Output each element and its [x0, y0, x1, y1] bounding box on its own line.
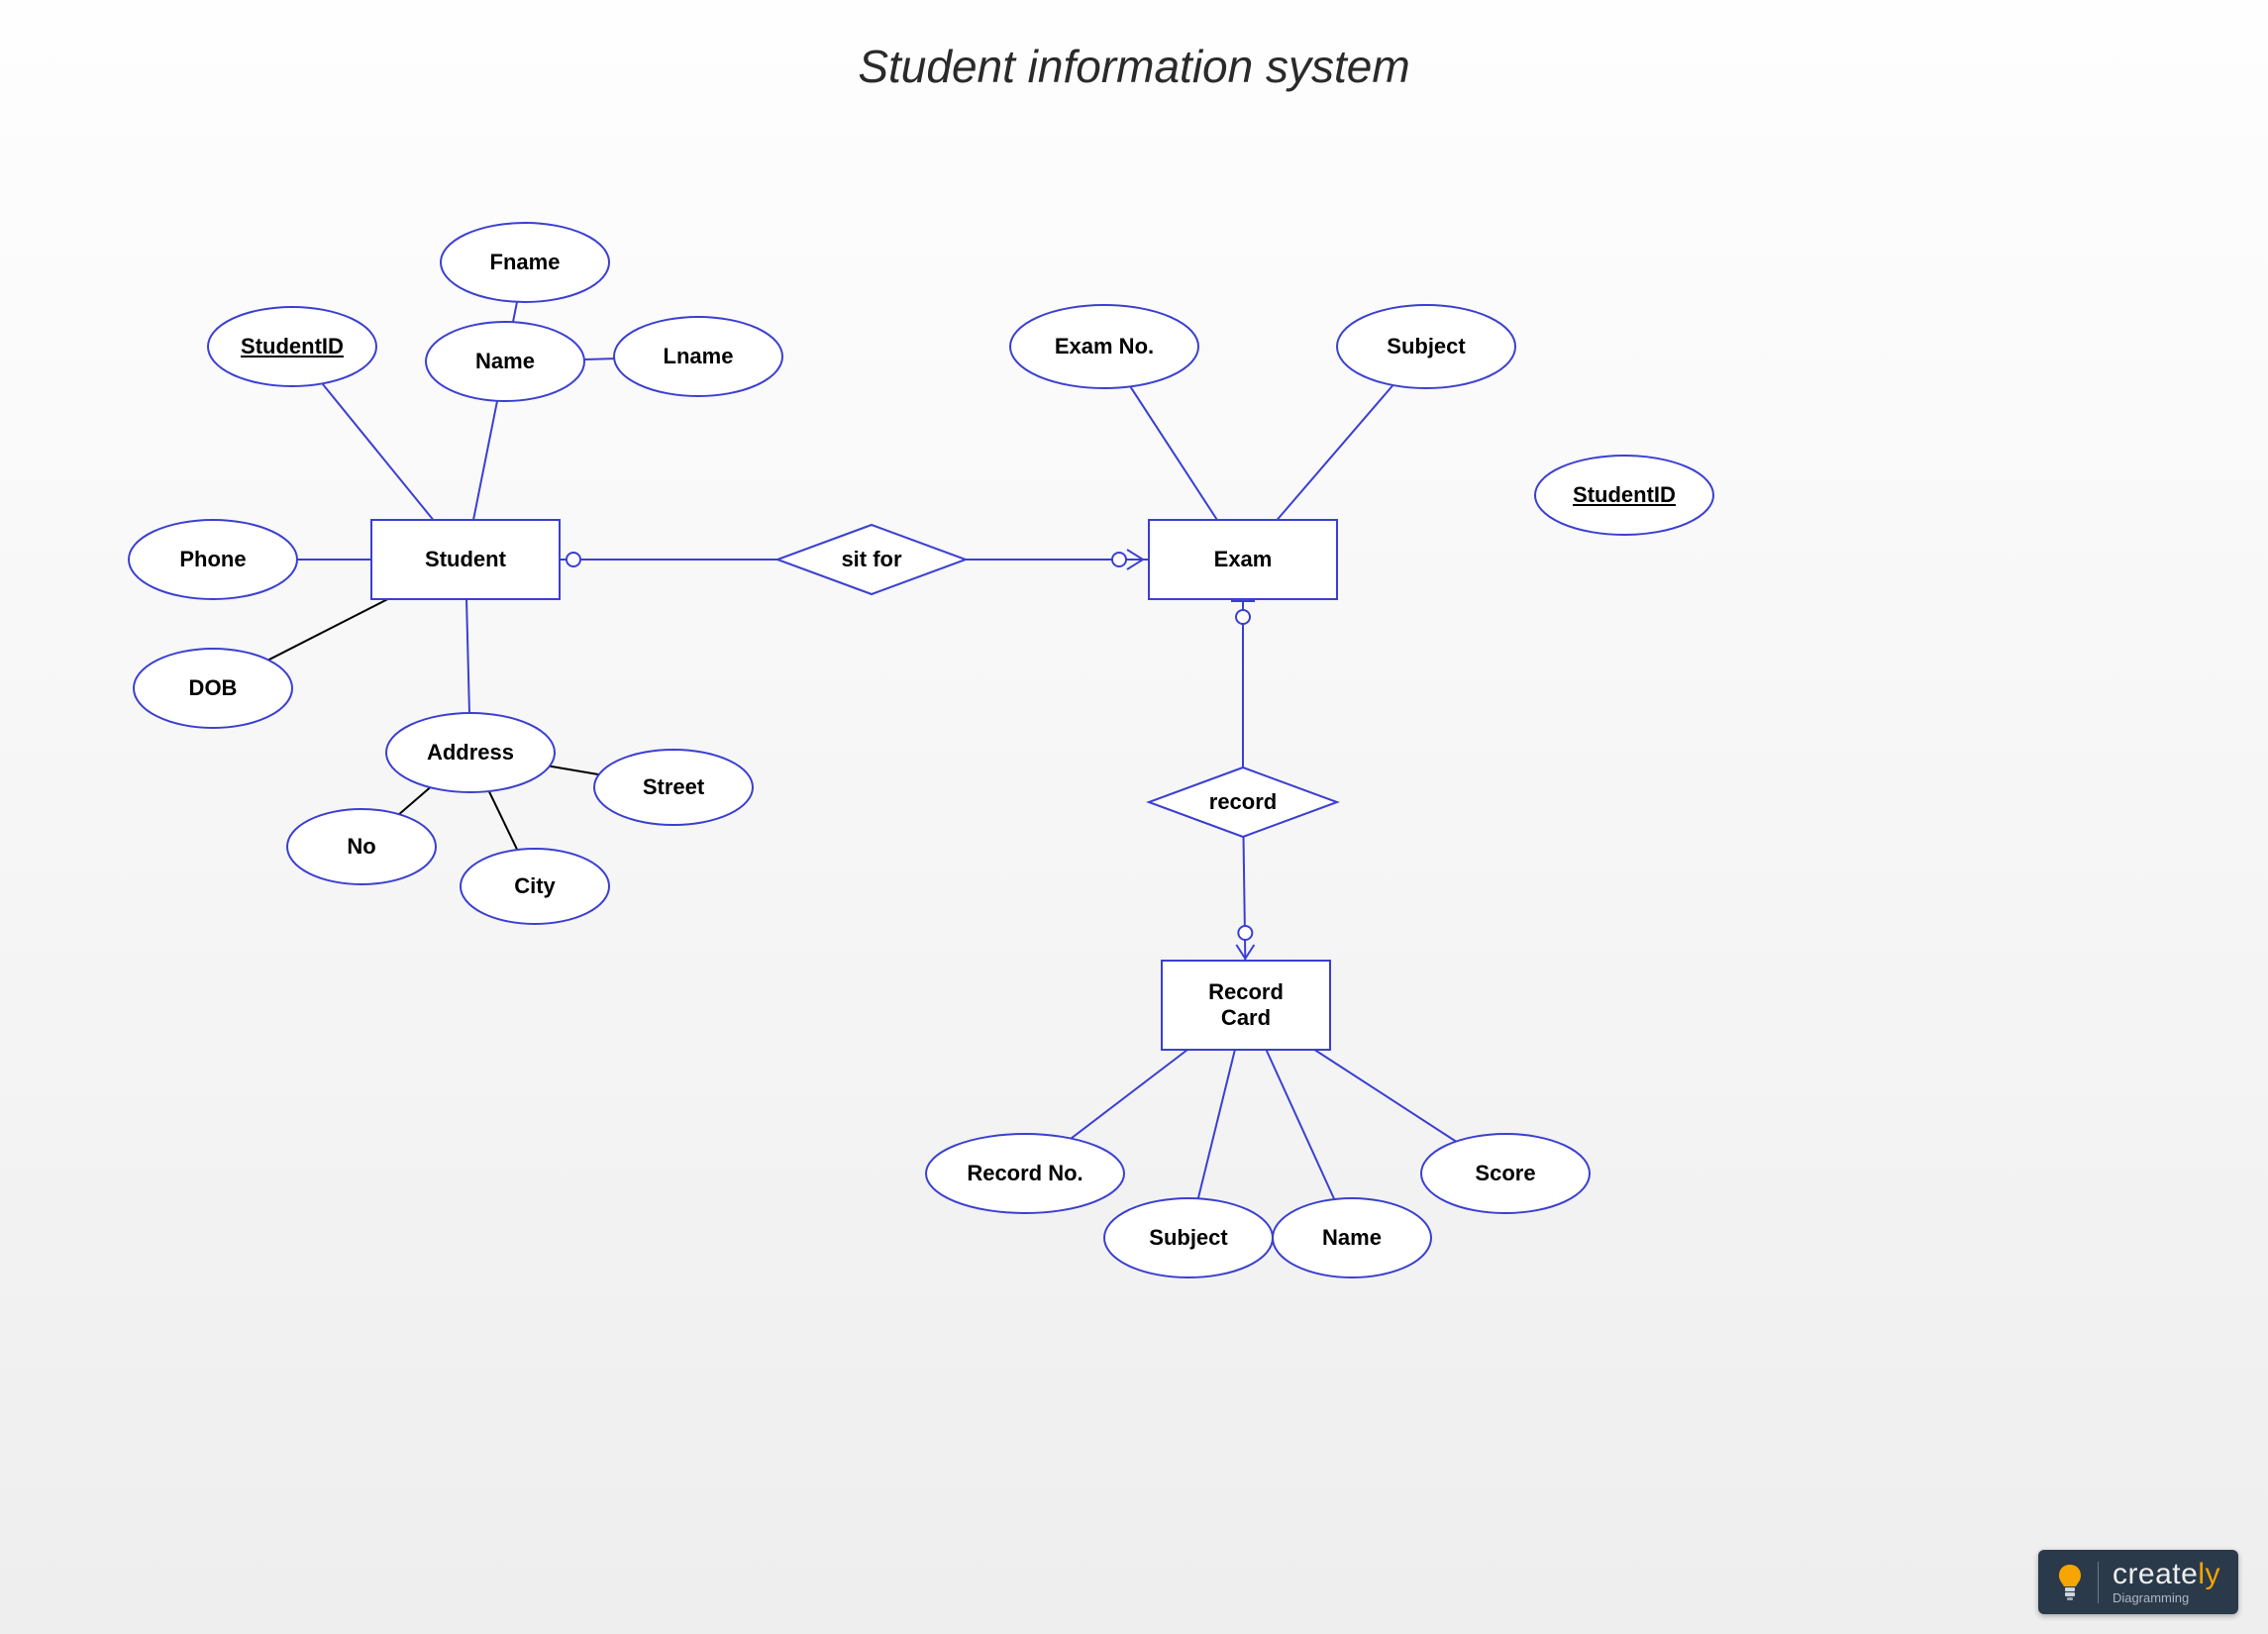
bulb-icon — [2056, 1563, 2084, 1602]
er-diagram-svg — [0, 0, 2268, 1634]
logo-brand-part1: create — [2113, 1558, 2198, 1590]
logo-text: creately Diagramming — [2113, 1560, 2220, 1604]
logo-brand-part2: ly — [2198, 1558, 2220, 1590]
diagram-canvas: Student information system StudentExamRe… — [0, 0, 2268, 1634]
logo-divider — [2098, 1562, 2099, 1603]
logo-tagline: Diagramming — [2113, 1591, 2220, 1604]
creately-logo-badge: creately Diagramming — [2038, 1550, 2238, 1614]
